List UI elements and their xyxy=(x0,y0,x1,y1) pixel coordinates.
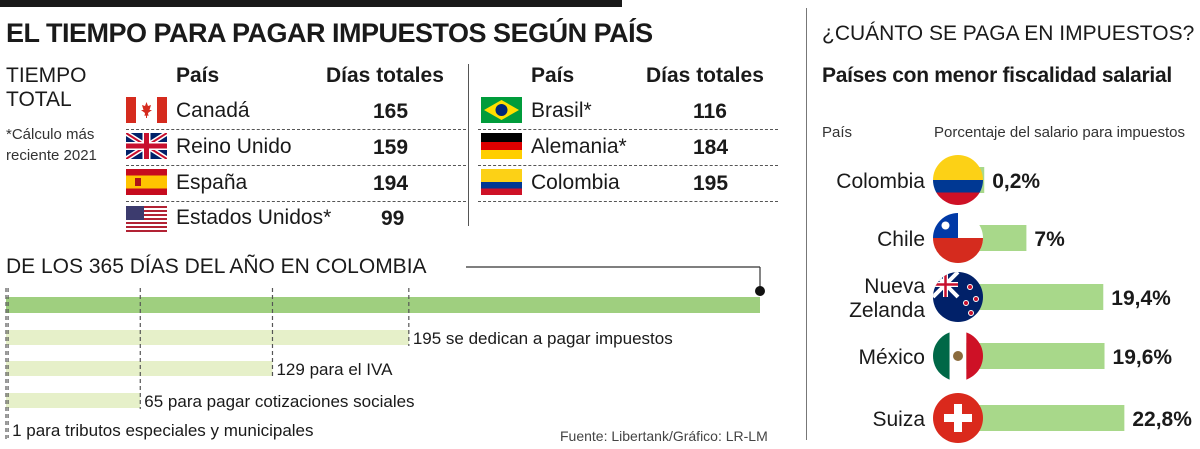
left-row-country: Canadá xyxy=(176,99,250,122)
flag-stripe xyxy=(966,331,983,381)
bar-label-text: para el IVA xyxy=(305,360,393,379)
brazil-flag xyxy=(481,97,522,123)
right-col-country: País xyxy=(531,64,575,87)
value-label: 19,4% xyxy=(1111,287,1171,310)
flag-star xyxy=(973,296,979,302)
value-label: 7% xyxy=(1034,228,1065,251)
switzerland-flag-circle xyxy=(933,393,983,443)
table-separator xyxy=(468,64,469,226)
row-divider xyxy=(126,201,466,202)
right-row-days: 195 xyxy=(693,172,729,195)
bar-label-value: 65 xyxy=(144,392,163,411)
left-row-days: 194 xyxy=(373,172,409,195)
flag-cross xyxy=(933,272,958,297)
right-row-days: 184 xyxy=(693,136,729,159)
left-row-days: 99 xyxy=(381,207,405,230)
row-divider xyxy=(478,129,778,130)
flag-cross xyxy=(944,414,972,422)
right-row-days: 116 xyxy=(693,100,727,123)
bar-total-365 xyxy=(6,297,760,313)
left-col-country: País xyxy=(176,64,220,87)
value-label: 0,2% xyxy=(992,170,1040,193)
spain-flag xyxy=(126,169,167,195)
canada-flag xyxy=(126,97,167,123)
left-row-days: 165 xyxy=(373,100,409,123)
value-label: 19,6% xyxy=(1113,346,1173,369)
germany-flag xyxy=(481,133,522,159)
source-note: Fuente: Libertank/Gráfico: LR-LM xyxy=(560,428,768,444)
bar-label-value: 1 xyxy=(12,421,21,440)
title-rule xyxy=(0,0,622,7)
bar-days-129 xyxy=(6,361,273,376)
colombia-days-chart: 195 se dedican a pagar impuestos 129 para… xyxy=(5,266,765,442)
colombia-flag xyxy=(481,169,522,195)
bar-label-value: 195 xyxy=(413,329,441,348)
row-divider xyxy=(126,165,466,166)
side-header: TIEMPO TOTAL xyxy=(6,64,87,111)
chile-flag-circle xyxy=(933,213,983,263)
right-title: ¿CUÁNTO SE PAGA EN IMPUESTOS? xyxy=(822,22,1195,45)
left-row-country: Reino Unido xyxy=(176,135,292,158)
col-percent-label: Porcentaje del salario para impuestos xyxy=(934,124,1185,141)
row-divider xyxy=(478,165,778,166)
side-note: *Cálculo más reciente 2021 xyxy=(6,126,97,164)
bar-label: 195 se dedican a pagar impuestos xyxy=(413,329,673,348)
right-row-country: Colombia xyxy=(531,171,620,194)
bar-label-text: para pagar cotizaciones sociales xyxy=(163,392,414,411)
bar-label-text: se dedican a pagar impuestos xyxy=(441,329,673,348)
left-row-days: 159 xyxy=(373,136,409,159)
right-row-country: Alemania* xyxy=(531,135,627,158)
section-separator xyxy=(806,8,807,440)
category-label: Nueva xyxy=(864,275,925,298)
left-col-days: Días totales xyxy=(326,64,444,87)
bar-days-195 xyxy=(6,330,409,345)
row-divider xyxy=(478,201,778,202)
right-row-country: Brasil* xyxy=(531,99,592,122)
bar-label: 65 para pagar cotizaciones sociales xyxy=(144,392,414,411)
value-label: 22,8% xyxy=(1132,408,1192,431)
bar-label-value: 129 xyxy=(276,360,304,379)
flag-stripe xyxy=(933,180,983,193)
colombia-flag-circle xyxy=(933,155,983,205)
flag-star xyxy=(968,310,974,316)
bar-label: 1 para tributos especiales y municipales xyxy=(12,421,313,440)
colombia-days-title: DE LOS 365 DÍAS DEL AÑO EN COLOMBIA xyxy=(6,255,427,278)
flag-star xyxy=(941,221,950,230)
bar-label: 129 para el IVA xyxy=(276,360,393,379)
right-col-days: Días totales xyxy=(646,64,764,87)
category-label: Colombia xyxy=(836,170,925,193)
flag-stripe xyxy=(933,331,950,381)
main-title: EL TIEMPO PARA PAGAR IMPUESTOS SEGÚN PAÍ… xyxy=(6,18,653,48)
usa-flag xyxy=(126,206,167,232)
flag-stripe xyxy=(933,238,983,263)
row-divider xyxy=(126,129,466,130)
flag-star xyxy=(963,300,969,306)
right-subtitle: Países con menor fiscalidad salarial xyxy=(822,64,1172,87)
bar-suiza xyxy=(958,405,1125,431)
category-label: Chile xyxy=(877,228,925,251)
mexico-flag-circle xyxy=(933,331,983,381)
category-label: México xyxy=(858,346,925,369)
flag-emblem xyxy=(953,351,963,361)
flag-stripe xyxy=(933,155,983,180)
category-label: Suiza xyxy=(872,408,925,431)
category-label: Zelanda xyxy=(849,299,925,322)
uk-flag xyxy=(126,133,167,159)
bar-label-text: para tributos especiales y municipales xyxy=(22,421,314,440)
new-zealand-flag-circle xyxy=(933,272,983,322)
total-end-marker xyxy=(755,286,765,296)
left-row-country: España xyxy=(176,171,248,194)
left-row-country: Estados Unidos* xyxy=(176,206,332,229)
col-country-label: País xyxy=(822,124,853,141)
flag-star xyxy=(967,284,973,290)
bar-days-65 xyxy=(6,393,141,408)
flag-stripe xyxy=(933,192,983,205)
